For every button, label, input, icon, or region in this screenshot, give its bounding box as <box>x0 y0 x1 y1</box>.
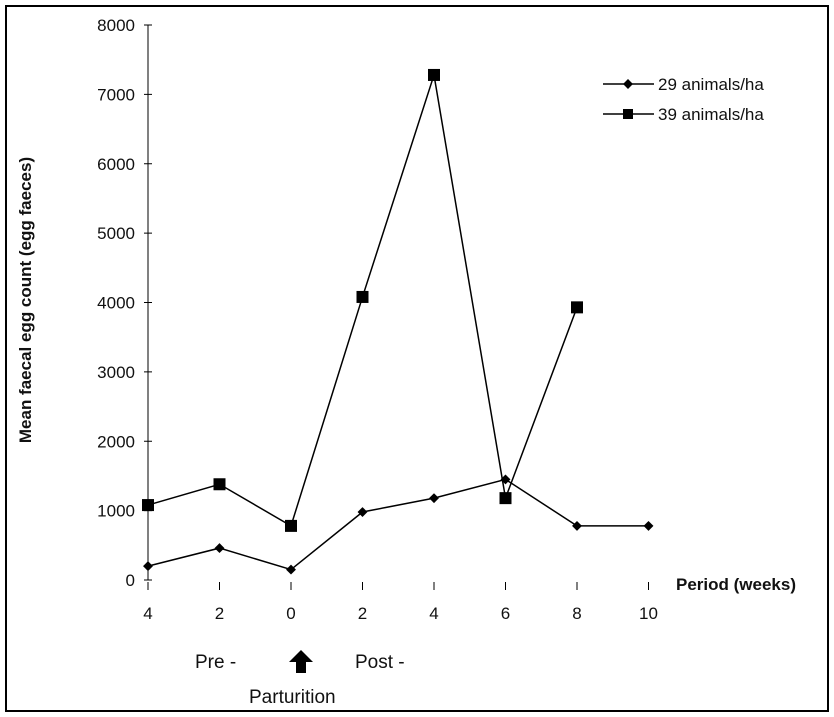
plot-area: 0 1000 2000 3000 4000 5000 6000 7000 8000 4 2 0 2 4 6 8… <box>97 16 658 623</box>
y-tick-label: 7000 <box>97 85 135 104</box>
data-point-square <box>142 499 154 512</box>
annotation-post: Post - <box>355 652 405 673</box>
data-point-diamond <box>572 520 582 531</box>
data-point-diamond <box>429 493 439 504</box>
data-point-square <box>571 301 583 314</box>
figure-border <box>5 5 829 712</box>
x-tick-label: 0 <box>286 604 295 623</box>
data-point-square <box>428 68 440 81</box>
annotations: Pre - Post - Parturition <box>195 650 405 708</box>
y-tick-label: 1000 <box>97 502 135 521</box>
legend: 29 animals/ha 39 animals/ha <box>603 75 764 124</box>
y-tick-label: 6000 <box>97 155 135 174</box>
x-axis-title: Period (weeks) <box>676 575 796 594</box>
annotation-parturition: Parturition <box>249 687 336 708</box>
data-point-square <box>499 492 512 505</box>
legend-label-29: 29 animals/ha <box>658 75 764 94</box>
data-point-diamond <box>286 564 296 575</box>
legend-diamond-marker <box>623 79 633 89</box>
x-tick-label: 8 <box>572 604 581 623</box>
data-point-diamond <box>357 507 368 517</box>
data-point-square <box>285 519 297 532</box>
y-tick-label: 4000 <box>97 294 135 313</box>
legend-label-39: 39 animals/ha <box>658 105 764 124</box>
legend-square-marker <box>623 109 633 119</box>
x-tick-label: 4 <box>429 604 438 623</box>
data-point-diamond <box>643 520 654 531</box>
x-tick-label: 4 <box>143 604 152 623</box>
x-tick-label: 10 <box>639 604 658 623</box>
y-tick-label: 3000 <box>97 363 135 382</box>
data-point-diamond <box>214 543 225 554</box>
data-point-diamond <box>143 561 153 572</box>
up-arrow-icon <box>289 650 313 673</box>
x-tick-label: 2 <box>215 604 224 623</box>
x-tick-label: 2 <box>358 604 367 623</box>
data-point-square <box>356 290 369 303</box>
annotation-pre: Pre - <box>195 652 236 673</box>
y-tick-label: 0 <box>126 571 135 590</box>
series-line-1 <box>147 478 649 571</box>
data-point-square <box>213 478 226 491</box>
y-tick-label: 2000 <box>97 432 135 451</box>
y-tick-label: 5000 <box>97 224 135 243</box>
x-tick-label: 6 <box>501 604 510 623</box>
y-axis-title: Mean faecal egg count (egg faeces) <box>16 157 35 443</box>
y-tick-label: 8000 <box>97 16 135 35</box>
